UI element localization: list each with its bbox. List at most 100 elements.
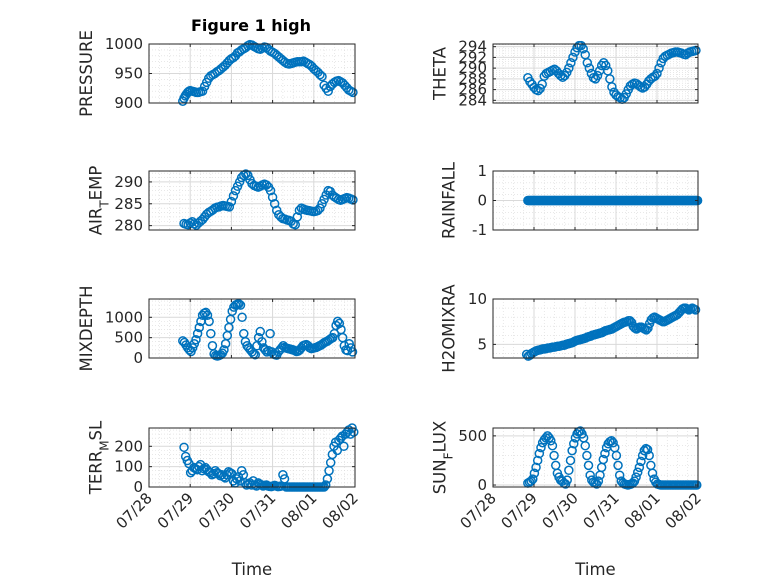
data-point [642, 444, 653, 455]
data-point [234, 299, 244, 309]
data-point [332, 316, 343, 327]
data-point [584, 63, 595, 73]
data-markers [179, 169, 358, 230]
y-tick-label: 100 [114, 458, 143, 476]
data-point [234, 177, 245, 187]
axes-box [492, 427, 699, 488]
data-point [614, 470, 625, 480]
data-point [598, 454, 609, 465]
y-axis-label: MIXDEPTH [77, 286, 96, 372]
data-point [564, 465, 574, 476]
y-tick-label: 284 [458, 91, 487, 109]
data-point [347, 347, 358, 357]
data-point [257, 336, 267, 347]
data-point [192, 328, 203, 339]
data-point [317, 71, 327, 82]
data-point [611, 450, 622, 461]
data-point [634, 462, 645, 473]
data-point [319, 194, 329, 205]
data-point [269, 199, 280, 209]
data-point [583, 460, 594, 471]
data-point [532, 455, 543, 466]
data-point [636, 456, 646, 467]
data-point [564, 63, 574, 73]
y-tick-label: 280 [114, 217, 143, 235]
data-point [631, 472, 641, 482]
y-tick-label: -1 [472, 221, 487, 239]
data-point [647, 468, 658, 478]
data-point [533, 85, 543, 96]
y-tick-label: 200 [114, 437, 143, 455]
data-point [197, 86, 208, 96]
data-markers [523, 195, 703, 206]
data-point [191, 334, 201, 345]
data-point [568, 52, 578, 63]
y-axis-label: TERRMSL [86, 420, 111, 495]
figure-title: Figure 1 high [191, 16, 311, 35]
x-axis-label: Time [231, 560, 272, 579]
y-tick-label: 0 [133, 478, 143, 496]
subplot-5: 0 500 1000 MIXDEPTH [77, 286, 358, 372]
axes-box [148, 170, 356, 231]
y-axis-label: H2OMIXRA [440, 284, 459, 373]
y-axis-label: THETA [430, 46, 449, 101]
data-point [643, 323, 653, 333]
y-axis-label: PRESSURE [77, 30, 96, 117]
data-point [607, 82, 617, 92]
subplot-6: 5 10 H2OMIXRA [440, 284, 701, 373]
data-markers [178, 299, 358, 361]
data-point [566, 58, 576, 68]
data-point [534, 448, 545, 459]
y-tick-label: 500 [114, 329, 143, 347]
data-point [323, 86, 333, 96]
y-axis-label: RAINFALL [440, 161, 459, 239]
data-point [224, 202, 235, 212]
data-point [613, 460, 623, 471]
data-point [526, 476, 536, 486]
data-point [549, 450, 559, 461]
y-tick-label: 0 [133, 349, 143, 367]
data-point [315, 203, 325, 213]
data-markers [179, 423, 359, 492]
data-point [592, 70, 603, 81]
data-point [644, 450, 654, 461]
data-point [608, 438, 618, 448]
data-point [317, 199, 327, 209]
data-point [690, 305, 701, 315]
data-point [339, 441, 349, 452]
data-point [598, 58, 609, 68]
data-point [582, 58, 593, 68]
y-tick-label: 500 [458, 427, 487, 445]
data-point [265, 328, 275, 339]
data-point [204, 316, 214, 327]
y-axis-label: AIRTEMP [86, 166, 111, 236]
data-point [315, 69, 325, 80]
data-markers [523, 40, 701, 104]
y-tick-label: 290 [114, 173, 143, 191]
y-axis-label: SUNFLUX [430, 421, 455, 495]
data-point [313, 205, 323, 216]
data-point [189, 219, 200, 229]
data-point [267, 192, 278, 202]
data-point [567, 445, 577, 456]
data-point [265, 185, 276, 196]
data-point [632, 467, 643, 477]
data-point [569, 438, 579, 449]
data-point [334, 318, 345, 329]
data-markers [521, 303, 701, 361]
axes-box [148, 298, 356, 359]
data-point [202, 310, 213, 321]
data-point [565, 455, 576, 466]
data-point [262, 347, 272, 357]
data-point [692, 480, 702, 490]
y-tick-label: 294 [458, 38, 487, 56]
subplot-4: -1 0 1 RAINFALL [440, 161, 703, 239]
y-tick-label: 10 [468, 290, 487, 308]
y-tick-label: 285 [114, 195, 143, 213]
y-tick-label: 288 [458, 70, 487, 88]
y-tick-label: 292 [458, 48, 487, 66]
data-point [580, 440, 590, 451]
